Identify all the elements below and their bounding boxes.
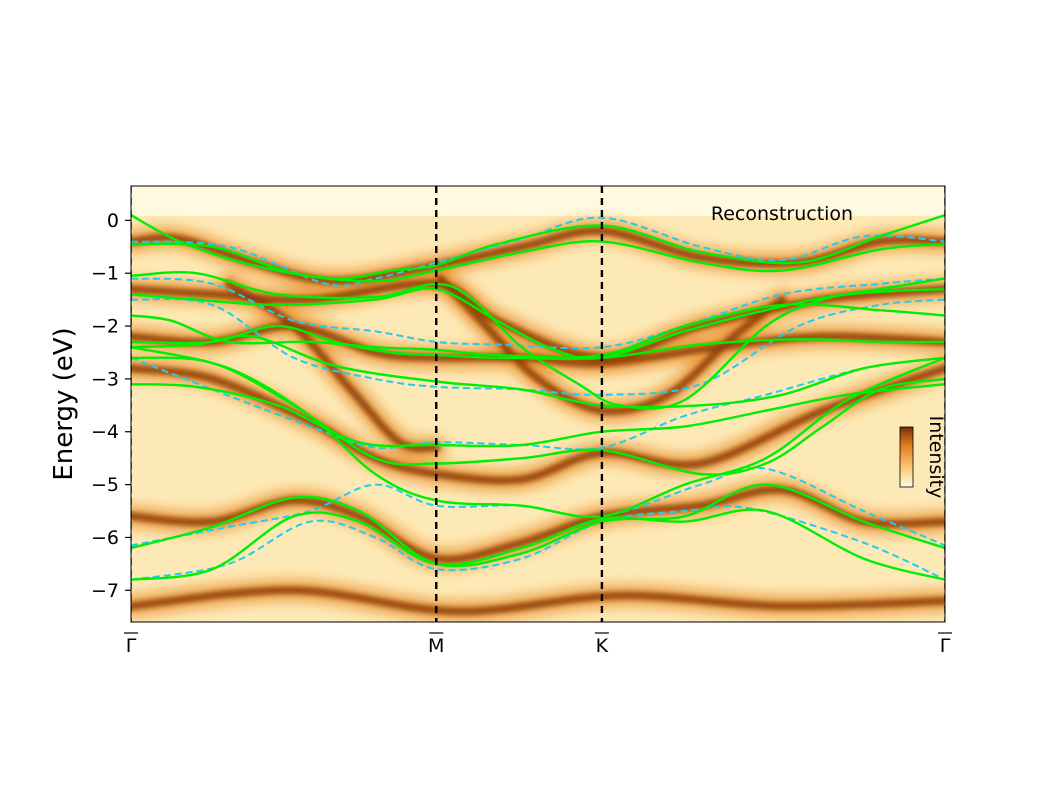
y-tick-label: 0	[107, 210, 119, 232]
solid-band-line	[131, 508, 945, 581]
solid-band-line	[131, 483, 945, 568]
x-tick-label: K	[596, 635, 609, 657]
solid-band-line	[131, 346, 945, 519]
y-tick-label: −4	[91, 421, 119, 443]
reconstruction-annotation: Reconstruction	[711, 203, 853, 225]
y-axis: 0 −1 −2 −3 −4 −5 −6 −7	[91, 210, 131, 602]
plot-area	[131, 186, 945, 622]
calculated-bands-solid	[131, 213, 945, 581]
intensity-ridge-core	[436, 274, 787, 416]
y-tick-label: −5	[91, 474, 119, 496]
dashed-band-line	[131, 505, 945, 581]
y-tick-label: −2	[91, 316, 119, 338]
colorbar-gradient	[899, 426, 914, 488]
intensity-ridge-core	[131, 586, 945, 616]
y-axis-label: Energy (eV)	[49, 327, 79, 480]
y-tick-label: −6	[91, 527, 119, 549]
high-symmetry-dividers	[131, 186, 945, 622]
x-tick-label: M	[428, 635, 444, 657]
colorbar: Intensity	[899, 416, 947, 499]
x-tick-label: Γ	[940, 635, 951, 657]
colorbar-label: Intensity	[925, 416, 947, 499]
y-tick-label: −1	[91, 263, 119, 285]
solid-band-line	[131, 334, 945, 409]
x-tick-label: Γ	[126, 635, 137, 657]
solid-band-line	[131, 213, 945, 280]
intensity-ridge-core	[131, 364, 945, 485]
y-tick-label: −3	[91, 368, 119, 390]
dashed-band-line	[131, 277, 945, 350]
solid-band-line	[131, 303, 945, 359]
heatmap-top-light-region	[131, 186, 945, 216]
solid-band-line	[131, 324, 945, 361]
solid-band-line	[131, 287, 945, 360]
solid-band-line	[131, 356, 945, 476]
y-tick-label: −7	[91, 580, 119, 602]
solid-band-line	[131, 240, 945, 283]
plot-frame	[130, 185, 946, 623]
solid-band-line	[131, 383, 945, 448]
